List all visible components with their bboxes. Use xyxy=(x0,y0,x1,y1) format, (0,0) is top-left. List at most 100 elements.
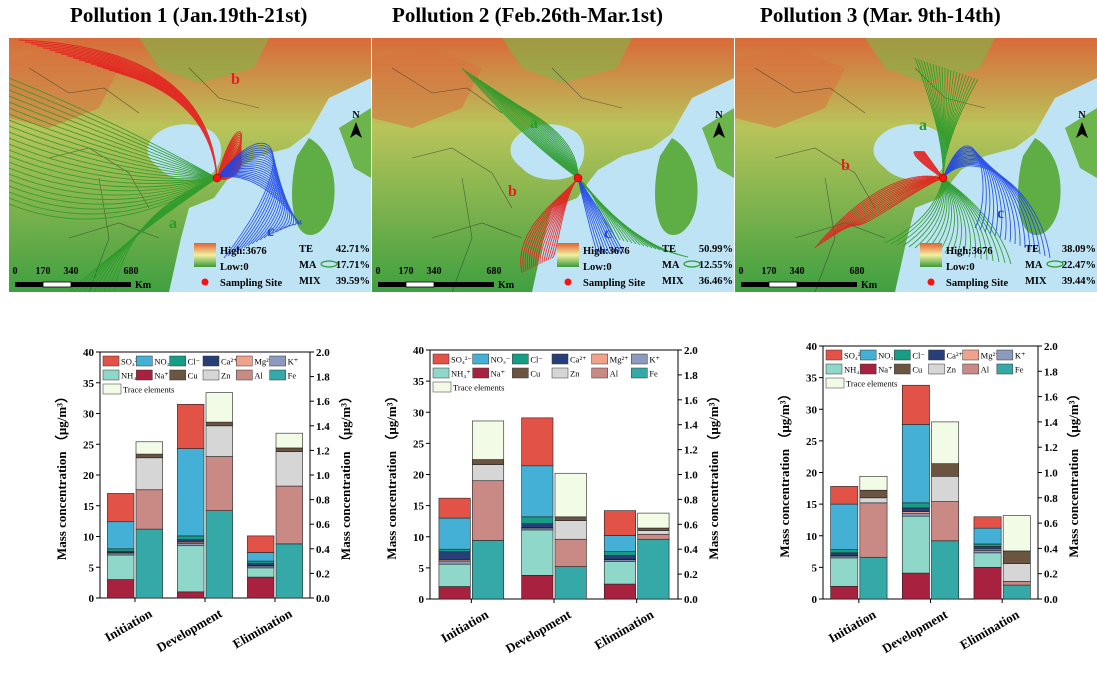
forest-region xyxy=(502,38,632,83)
scale-bar: 0 170 340 680 Km xyxy=(13,266,152,291)
legend-label-cu: Cu xyxy=(188,371,199,381)
right-tick-label: 0.8 xyxy=(1044,493,1058,505)
left-tick-label: 25 xyxy=(413,438,425,450)
bar-segment-trace xyxy=(637,512,670,529)
bar-segment-cl xyxy=(438,548,471,552)
japan-region xyxy=(339,108,371,178)
legend-label-nh4: NH₄⁺ xyxy=(844,365,864,375)
bar-segment-so4 xyxy=(177,403,205,449)
bar-segment-so4 xyxy=(901,384,930,425)
legend-label-na: Na⁺ xyxy=(878,365,892,375)
legend-label-na: Na⁺ xyxy=(154,371,168,381)
legend-swatch-zn xyxy=(928,363,945,375)
elevation-low-label: Low:0 xyxy=(946,262,975,273)
legend-label-so4: SO₄²⁻ xyxy=(121,357,142,367)
route-label-b: b xyxy=(841,157,850,174)
legend-label-ca: Ca²⁺ xyxy=(221,357,237,367)
bar-segment-no3 xyxy=(247,552,275,562)
right-tick-label: 0.8 xyxy=(316,495,330,507)
left-tick-label: 5 xyxy=(812,562,818,574)
bar-segment-cl xyxy=(973,543,1002,547)
bar-segment-al xyxy=(859,502,888,558)
mass-concentration-chart-3: 0 5 10 15 20 25 30 35 40 0.0 0.2 0.4 0.6 0.8 1.0 1.2 1.4… xyxy=(720,330,1082,677)
bar-segment-nh4 xyxy=(901,515,930,574)
cluster-value-mix: 39.59% xyxy=(336,276,370,287)
trajectory-cluster-b xyxy=(18,39,243,180)
legend-label-trace: Trace elements xyxy=(123,385,174,395)
elevation-high-label: High:3676 xyxy=(220,246,267,257)
bar-segment-cu xyxy=(205,421,233,427)
scale-tick-label: 680 xyxy=(487,266,502,277)
bar-segment-cu xyxy=(931,463,960,477)
bar-segment-na xyxy=(973,567,1002,600)
cluster-name-mix: MIX xyxy=(662,276,684,287)
legend-label-al: Al xyxy=(981,365,990,375)
bar-segment-so4 xyxy=(973,516,1002,529)
left-tick-label: 0 xyxy=(89,593,95,605)
legend-label-nh4: NH₄⁺ xyxy=(451,369,471,379)
map-canvas: a b c N High:3676 Low:0 Sampling Site TE 50.99% M… xyxy=(372,38,734,292)
svg-text:N: N xyxy=(1078,110,1086,121)
cluster-value-mix: 39.44% xyxy=(1062,276,1096,287)
scale-segment xyxy=(768,281,798,288)
legend-swatch-fe xyxy=(631,367,648,379)
y-axis-label: Mass concentration （μg/m³） xyxy=(777,387,792,557)
left-tick-label: 10 xyxy=(413,532,425,544)
north-arrow-icon: N xyxy=(713,110,725,138)
bar-segment-nh4 xyxy=(247,567,275,578)
legend-label-so4: SO₄²⁻ xyxy=(451,355,472,365)
left-tick-label: 10 xyxy=(806,531,818,543)
scale-bar: 0 170 340 680 Km xyxy=(739,266,878,291)
map-legend: High:3676 Low:0 Sampling Site TE 42.71% MA 17.… xyxy=(194,243,370,289)
elevation-ramp xyxy=(194,243,216,267)
category-label: Initiation xyxy=(826,606,879,645)
bar-segment-fe xyxy=(859,556,888,600)
bar-segment-na xyxy=(107,579,135,599)
forest-region xyxy=(865,38,995,83)
elevation-high-label: High:3676 xyxy=(583,246,630,257)
legend-label-ca: Ca²⁺ xyxy=(570,355,586,365)
legend-label-zn: Zn xyxy=(947,365,957,375)
elevation-high-label: High:3676 xyxy=(946,246,993,257)
legend-swatch-no3 xyxy=(859,349,877,361)
scale-segment xyxy=(71,282,131,287)
category-label: Initiation xyxy=(438,606,491,645)
scale-segment xyxy=(42,281,72,288)
bar-segment-no3 xyxy=(973,527,1002,545)
legend-label-zn: Zn xyxy=(570,369,580,379)
sampling-site-label: Sampling Site xyxy=(583,278,645,289)
cluster-name-te: TE xyxy=(662,244,676,255)
left-tick-label: 20 xyxy=(413,470,425,482)
bar-segment-trace xyxy=(472,420,505,460)
bar-segment-so4 xyxy=(247,535,275,553)
sampling-site-label: Sampling Site xyxy=(946,278,1008,289)
bar-segment-ca xyxy=(603,555,636,560)
right-tick-label: 0.0 xyxy=(316,593,330,605)
elevation-ramp xyxy=(920,243,942,267)
route-label-a: a xyxy=(530,115,538,132)
bar-segment-cl xyxy=(521,516,554,524)
bar-segment-trace xyxy=(275,432,303,449)
legend-label-cl: Cl⁻ xyxy=(530,355,543,365)
bar-segment-zn xyxy=(275,451,303,487)
legend-swatch-na xyxy=(859,363,877,375)
route-label-c: c xyxy=(267,223,274,240)
category-label: Elimination xyxy=(592,606,657,652)
bar-segment-nh4 xyxy=(830,557,859,587)
sampling-site-legend-marker xyxy=(927,278,935,286)
right-tick-label: 1.4 xyxy=(1044,417,1058,429)
sampling-site-legend-marker xyxy=(564,278,572,286)
bar-segment-cu xyxy=(135,453,163,459)
bar-segment-na xyxy=(438,586,471,600)
legend-label-no3: NO₃⁻ xyxy=(878,351,898,361)
map-legend: High:3676 Low:0 Sampling Site TE 50.99% MA 12.… xyxy=(557,243,733,289)
left-tick-label: 0 xyxy=(419,594,425,606)
right-tick-label: 1.6 xyxy=(684,395,698,407)
bar-segment-zn xyxy=(205,425,233,457)
scale-segment xyxy=(741,282,769,287)
highland-region xyxy=(9,48,119,128)
legend-label-mg: Mg²⁺ xyxy=(254,357,273,367)
right-tick-label: 1.2 xyxy=(316,445,330,457)
bar-segment-so4 xyxy=(521,417,554,467)
legend-swatch-al xyxy=(236,369,253,381)
